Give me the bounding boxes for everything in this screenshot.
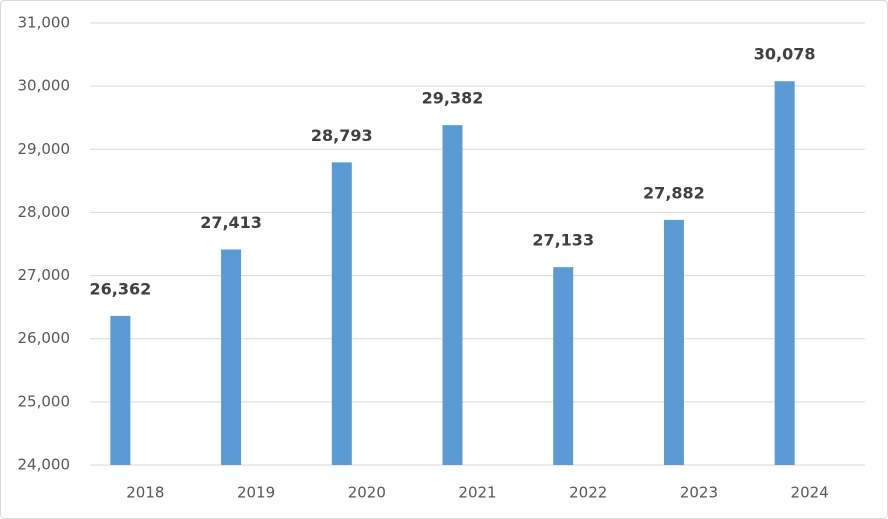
y-tick-label: 31,000 — [18, 14, 71, 32]
x-tick-label: 2022 — [569, 484, 607, 502]
y-tick-label: 24,000 — [18, 456, 71, 474]
value-label: 26,362 — [89, 279, 151, 298]
value-label: 29,382 — [422, 89, 484, 108]
bar — [774, 81, 795, 465]
value-label: 30,078 — [754, 45, 816, 64]
x-tick-label: 2024 — [791, 484, 829, 502]
bar — [221, 249, 242, 465]
bar — [553, 267, 574, 465]
bar — [663, 219, 684, 465]
y-tick-label: 28,000 — [18, 203, 71, 221]
value-label: 27,133 — [532, 231, 594, 250]
x-tick-label: 2019 — [237, 484, 275, 502]
value-label: 28,793 — [311, 126, 373, 145]
value-label: 27,413 — [200, 213, 262, 232]
y-tick-label: 25,000 — [18, 392, 71, 410]
bar — [110, 315, 131, 465]
value-label: 27,882 — [643, 183, 705, 202]
bar — [331, 162, 352, 465]
y-tick-label: 30,000 — [18, 77, 71, 95]
y-tick-label: 27,000 — [18, 266, 71, 284]
y-tick-label: 29,000 — [18, 140, 71, 158]
x-tick-label: 2023 — [680, 484, 718, 502]
x-tick-label: 2021 — [458, 484, 496, 502]
bar — [442, 125, 463, 465]
y-tick-label: 26,000 — [18, 329, 71, 347]
x-tick-label: 2020 — [348, 484, 386, 502]
x-tick-label: 2018 — [126, 484, 164, 502]
